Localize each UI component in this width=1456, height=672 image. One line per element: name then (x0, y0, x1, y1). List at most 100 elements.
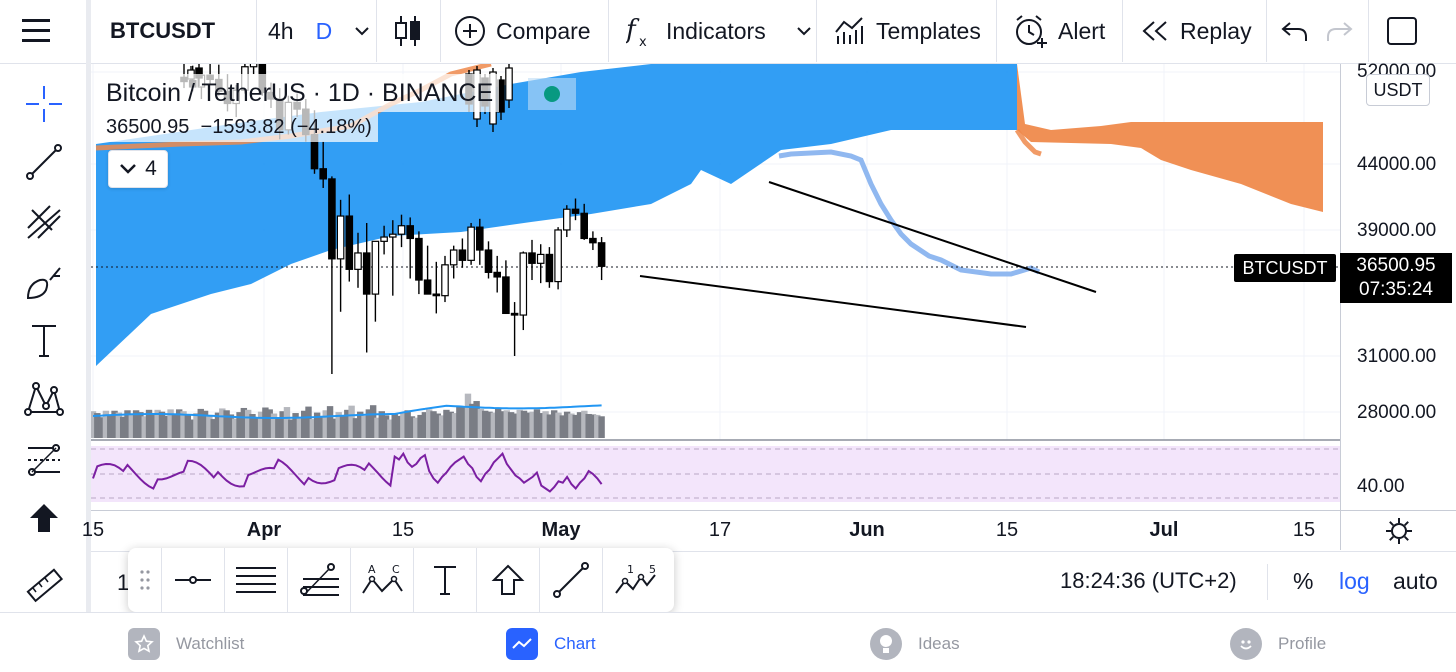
market-status[interactable] (528, 78, 576, 110)
currency-button[interactable]: USDT (1366, 74, 1430, 106)
volume-bar (197, 408, 204, 438)
volume-bar (529, 411, 536, 438)
fib-retracement-tool[interactable] (288, 548, 351, 612)
svg-text:x: x (639, 35, 647, 48)
volume-pane (91, 393, 605, 438)
time-tick: 15 (1292, 519, 1316, 541)
candle (545, 247, 554, 288)
volume-bar (132, 410, 140, 438)
crosshair-tool-button[interactable] (18, 78, 70, 130)
range-button[interactable]: 1 (117, 570, 130, 595)
last-price-tag: 36500.95 07:35:24 (1340, 253, 1452, 303)
candle (505, 64, 513, 108)
trend-line-tool[interactable] (540, 548, 603, 612)
templates-button[interactable]: Templates (834, 0, 981, 62)
parallel-channel-tool[interactable] (225, 548, 288, 612)
symbol-label: BTCUSDT (110, 18, 216, 43)
volume-bar (434, 413, 442, 438)
nav-chart[interactable]: Chart (506, 627, 596, 661)
replay-button[interactable]: Replay (1142, 0, 1252, 62)
alert-button[interactable]: Alert (1014, 0, 1105, 62)
volume-bar (516, 409, 523, 438)
nav-profile[interactable]: Profile (1230, 627, 1326, 661)
volume-bar (296, 417, 304, 438)
text-tool-button[interactable] (18, 314, 70, 366)
time-tick: May (541, 519, 581, 541)
bar-countdown: 07:35:24 (1359, 279, 1433, 300)
interval-4h[interactable]: 4h (268, 17, 294, 44)
plus-circle-icon (455, 16, 485, 46)
sidebar-border (86, 0, 91, 612)
show-more-tools-button[interactable] (18, 492, 70, 544)
candles (180, 64, 606, 375)
compare-button[interactable]: Compare (454, 0, 591, 62)
indicators-label: Indicators (666, 17, 766, 44)
gear-icon (1385, 517, 1412, 544)
volume-bar (279, 411, 286, 438)
brush-tool-button[interactable] (18, 256, 70, 308)
text-icon (32, 325, 56, 357)
candle (371, 240, 380, 322)
nav-label: Ideas (918, 634, 960, 653)
indicators-collapse-button[interactable]: 4 (108, 150, 168, 188)
fullscreen-button[interactable] (1386, 0, 1418, 62)
time-axis[interactable]: 15 Apr 15 May 17 Jun 15 Jul 15 (82, 510, 1340, 550)
volume-bar (482, 410, 489, 438)
symbol-search-button[interactable]: BTCUSDT (110, 0, 215, 62)
candle (519, 251, 528, 331)
volume-bar (374, 417, 381, 438)
interval-selector[interactable]: 4h D (268, 0, 370, 62)
chart-settings-button[interactable] (1340, 510, 1456, 550)
log-scale-button[interactable]: log (1339, 568, 1370, 594)
volume-bar (344, 409, 351, 438)
volume-bar (145, 409, 153, 438)
candle (354, 232, 362, 288)
hamburger-menu-button[interactable] (20, 0, 66, 62)
compare-label: Compare (496, 17, 591, 44)
volume-bar (404, 410, 411, 438)
ruler-tool-button[interactable] (18, 560, 70, 612)
text-tool[interactable] (414, 548, 477, 612)
volume-bar (150, 413, 157, 438)
divider (1266, 0, 1267, 62)
arrow-tool[interactable] (477, 548, 540, 612)
volume-bar (240, 407, 248, 438)
pitchfork-tool-button[interactable] (18, 196, 70, 248)
pattern-tool-button[interactable] (18, 374, 70, 426)
horizontal-ray-tool[interactable] (162, 548, 225, 612)
trend-line-tool-button[interactable] (18, 136, 70, 188)
undo-button[interactable] (1280, 0, 1308, 62)
interval-d[interactable]: D (315, 17, 333, 44)
candle (449, 245, 458, 279)
replay-label: Replay (1180, 17, 1252, 44)
divider (440, 0, 441, 62)
market-open-dot-icon (544, 86, 560, 102)
drag-handle[interactable] (128, 548, 162, 612)
candle (467, 222, 475, 265)
trend-line-upper[interactable] (768, 181, 1097, 293)
legend-last-price: 36500.95 (106, 116, 190, 138)
volume-bar (598, 416, 605, 438)
prediction-tool-button[interactable] (18, 434, 70, 486)
volume-bar (201, 410, 209, 438)
volume-bar (141, 416, 148, 438)
lines-icon (236, 567, 276, 593)
candle (476, 218, 484, 265)
nav-ideas[interactable]: Ideas (870, 627, 960, 661)
nav-watchlist[interactable]: Watchlist (128, 627, 244, 661)
volume-bar (369, 405, 377, 438)
trend-line-lower[interactable] (639, 275, 1027, 328)
percent-scale-button[interactable]: % (1293, 568, 1314, 594)
alert-label: Alert (1058, 17, 1106, 44)
star-icon (128, 628, 160, 660)
auto-scale-button[interactable]: auto (1393, 568, 1438, 594)
clock[interactable]: 18:24:36 (UTC+2) (1060, 568, 1237, 593)
volume-bar (400, 412, 407, 438)
redo-button[interactable] (1326, 0, 1354, 62)
chart-type-button[interactable] (394, 0, 422, 62)
volume-bar (184, 415, 192, 438)
nav-label: Chart (554, 634, 596, 653)
